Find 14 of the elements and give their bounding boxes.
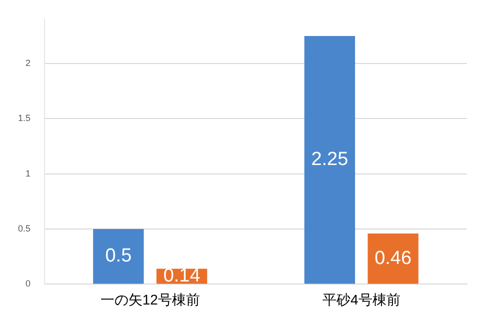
bar [304,36,356,284]
data-label: 2.25 [311,149,348,170]
x-tick-label: 一の矢12号棟前 [100,291,200,308]
y-tick-label: 1.5 [18,113,31,124]
y-tick-label: 2 [25,58,31,68]
y-tick-label: 0.5 [18,224,31,234]
y-tick-label: 0 [25,278,31,289]
data-label: 0.46 [374,248,412,269]
data-label: 0.5 [105,246,132,267]
data-label: 0.14 [163,265,201,286]
bar [93,229,144,284]
y-tick-label: 1 [25,168,31,178]
x-tick-label: 平砂4号棟前 [322,291,400,308]
bar [368,233,418,284]
